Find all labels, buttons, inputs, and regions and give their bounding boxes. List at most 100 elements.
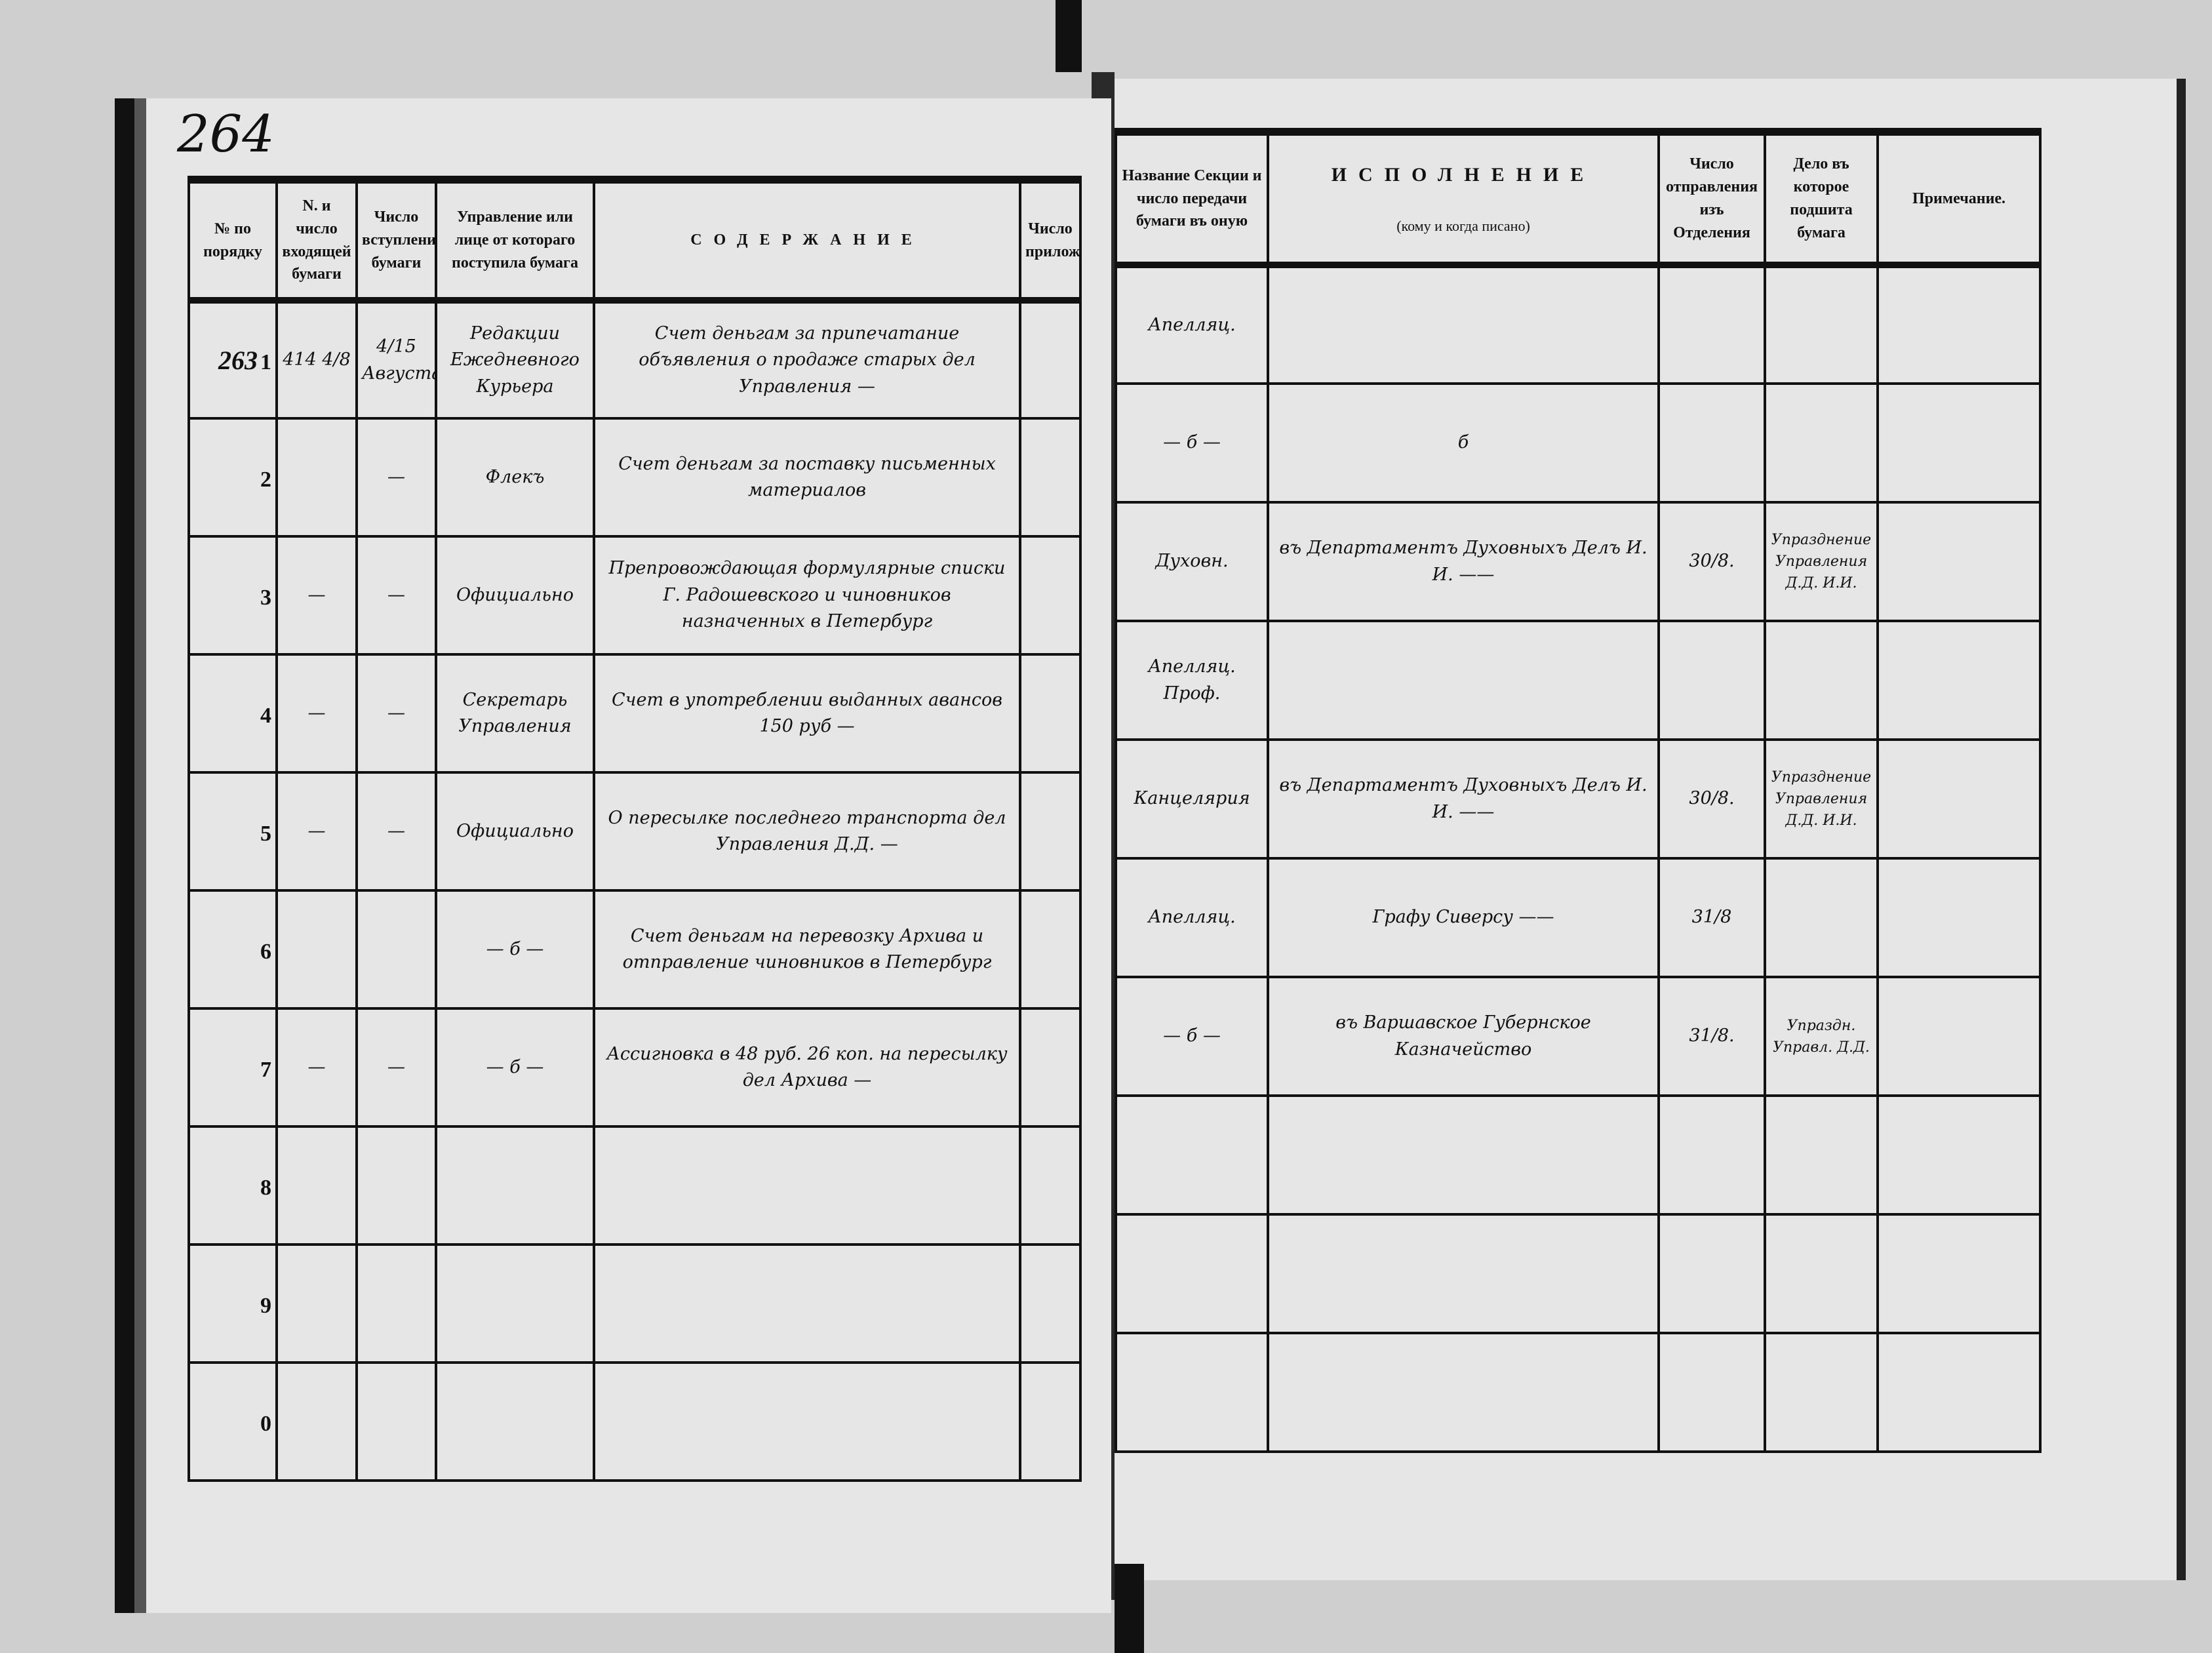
attachments-cell (1019, 1007, 1082, 1128)
attachments-cell (1019, 535, 1082, 656)
note-cell (1876, 620, 2042, 741)
sender-cell: — б — (435, 1007, 595, 1128)
content-cell: Счет деньгам на перевозку Архива и отпра… (593, 889, 1021, 1010)
incoming-register-table: № по порядку N. и число входящей бумаги … (188, 176, 1082, 1482)
content-cell: Препровождающая формулярные списки Г. Ра… (593, 535, 1021, 656)
receipt-date-cell (355, 1125, 437, 1246)
printed-order-number: 3 (260, 585, 271, 610)
order-number-cell: 0 (188, 1361, 278, 1482)
order-number-cell: 5 (188, 771, 278, 892)
table-row: — б — въ Варшавское Губернское Казначейст… (1115, 976, 2042, 1097)
note-cell (1876, 1094, 2042, 1216)
header-order-no: № по порядку (188, 178, 278, 302)
attachments-cell (1019, 771, 1082, 892)
attachments-cell (1019, 653, 1082, 774)
table-row (1115, 1213, 2042, 1334)
printed-order-number: 5 (260, 821, 271, 846)
header-note: Примечание. (1876, 130, 2042, 266)
table-row (1115, 1332, 2042, 1453)
attachments-cell (1019, 1243, 1082, 1364)
sender-cell (435, 1243, 595, 1364)
binding-strip-bottom (1115, 1564, 1144, 1653)
note-cell (1876, 1213, 2042, 1334)
receipt-date-cell: — (355, 653, 437, 774)
section-cell: Апелляц. (1115, 857, 1269, 978)
receipt-date-cell: — (355, 771, 437, 892)
printed-order-number: 8 (260, 1175, 271, 1200)
order-number-cell: 2 (188, 417, 278, 538)
sent-date-cell (1657, 1213, 1766, 1334)
content-cell (593, 1243, 1021, 1364)
note-cell (1876, 264, 2042, 385)
order-number-cell: 3 (188, 535, 278, 656)
receipt-date-cell (355, 1243, 437, 1364)
sender-cell: Официально (435, 535, 595, 656)
content-cell: Ассигновка в 48 руб. 26 коп. на пересылк… (593, 1007, 1021, 1128)
section-cell: Апелляц. (1115, 264, 1269, 385)
page-number: 264 (177, 105, 275, 164)
note-cell (1876, 1332, 2042, 1453)
execution-cell: въ Варшавское Губернское Казначейство (1267, 976, 1660, 1097)
sender-cell: — б — (435, 889, 595, 1010)
table-row: Апелляц. Проф. (1115, 620, 2042, 741)
printed-order-number: 7 (260, 1057, 271, 1082)
incoming-number-cell: — (275, 771, 358, 892)
table-row: — б — б (1115, 382, 2042, 504)
sent-date-cell: 31/8 (1657, 857, 1766, 978)
incoming-number-cell (275, 1361, 358, 1482)
table-row: 2 — Флекъ Счет деньгам за поставку письменн… (188, 417, 1082, 538)
receipt-date-cell: — (355, 1007, 437, 1128)
execution-cell (1267, 1213, 1660, 1334)
incoming-number-cell (275, 417, 358, 538)
header-section: Название Секции и число передачи бумаги … (1115, 130, 1269, 266)
attachments-cell (1019, 1125, 1082, 1246)
note-cell (1876, 501, 2042, 622)
table-row: 6 — б — Счет деньгам на перевозку Архива и… (188, 889, 1082, 1010)
content-cell: Счет деньгам за припечатание объявления … (593, 299, 1021, 420)
section-cell: — б — (1115, 382, 1269, 504)
sent-date-cell: 30/8. (1657, 501, 1766, 622)
content-cell: Счет деньгам за поставку письменных мате… (593, 417, 1021, 538)
header-sender: Управление или лице от котораго поступил… (435, 178, 595, 302)
incoming-number-cell: 414 4/8 (275, 299, 358, 420)
order-number-cell: 263 1 (188, 299, 278, 420)
case-cell (1764, 264, 1879, 385)
execution-cell (1267, 1094, 1660, 1216)
table-row: Духовн. въ Департаментъ Духовныхъ Делъ И.… (1115, 501, 2042, 622)
attachments-cell (1019, 417, 1082, 538)
section-cell (1115, 1332, 1269, 1453)
printed-order-number: 2 (260, 467, 271, 492)
note-cell (1876, 382, 2042, 504)
sender-cell: Редакции Ежедневного Курьера (435, 299, 595, 420)
sender-cell: Секретарь Управления (435, 653, 595, 774)
sender-cell: Официально (435, 771, 595, 892)
case-cell: Упразднение Управления Д.Д. И.И. (1764, 738, 1879, 860)
attachments-cell (1019, 1361, 1082, 1482)
printed-order-number: 9 (260, 1293, 271, 1318)
execution-cell: въ Департаментъ Духовныхъ Делъ И. И. —— (1267, 738, 1660, 860)
table-row: 9 (188, 1243, 1082, 1364)
incoming-number-cell: — (275, 535, 358, 656)
execution-cell (1267, 620, 1660, 741)
sender-cell (435, 1125, 595, 1246)
sent-date-cell (1657, 264, 1766, 385)
note-cell (1876, 857, 2042, 978)
attachments-cell (1019, 889, 1082, 1010)
header-execution: ИСПОЛНЕНИЕ (кому и когда писано) (1267, 130, 1660, 266)
execution-cell: б (1267, 382, 1660, 504)
header-execution-subtitle: (кому и когда писано) (1396, 217, 1530, 234)
printed-order-number: 0 (260, 1411, 271, 1436)
attachments-cell (1019, 299, 1082, 420)
section-cell (1115, 1094, 1269, 1216)
execution-cell (1267, 264, 1660, 385)
content-cell (593, 1361, 1021, 1482)
header-sent-date: Число отправления изъ Отделения (1657, 130, 1766, 266)
case-cell: Упраздн. Управл. Д.Д. (1764, 976, 1879, 1097)
incoming-number-cell: — (275, 1007, 358, 1128)
order-number-cell: 7 (188, 1007, 278, 1128)
section-cell: Духовн. (1115, 501, 1269, 622)
case-cell (1764, 382, 1879, 504)
header-receipt-date: Число вступления бумаги (355, 178, 437, 302)
binding-strip-top (1056, 0, 1082, 72)
content-cell: О пересылке последнего транспорта дел Уп… (593, 771, 1021, 892)
